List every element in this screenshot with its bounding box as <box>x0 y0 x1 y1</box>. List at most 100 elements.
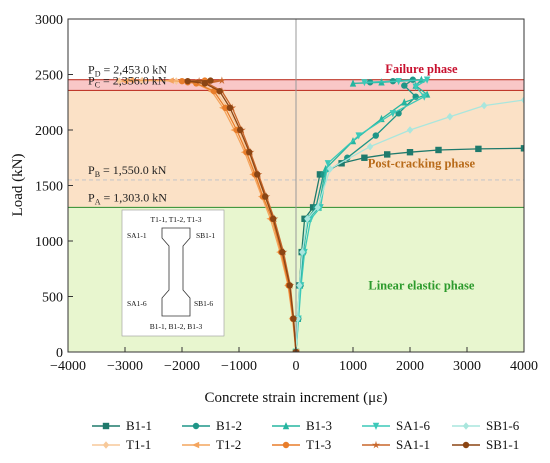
y-tick-label-1500: 1500 <box>35 180 63 195</box>
inset-label-top: T1-1, T1-2, T1-3 <box>151 215 202 224</box>
point-sa1-6-9 <box>421 93 428 101</box>
series-lines <box>116 75 524 352</box>
point-sb1-1-7 <box>246 149 253 156</box>
legend-item-b1-1: B1-1 <box>92 418 152 433</box>
point-sb1-6-3 <box>299 248 306 256</box>
point-t1-1-14 <box>116 77 123 85</box>
point-t1-3-9 <box>222 104 229 112</box>
threshold-labels: PA = 1,303.0 kN PB = 1,550.0 kN PC = 2,356… <box>88 63 167 207</box>
point-b1-1-6 <box>316 171 324 178</box>
legend-marker-b1-1 <box>102 422 110 430</box>
legend-marker-sa1-1 <box>372 440 380 449</box>
series-line-sa1-6 <box>295 79 428 352</box>
point-sb1-1-11 <box>201 80 208 87</box>
y-tick-label-2500: 2500 <box>35 69 63 84</box>
threshold-label-d: PD = 2,453.0 kN <box>88 63 167 79</box>
legend-label-sa1-6: SA1-6 <box>396 418 430 433</box>
legend-marker-sb1-1 <box>462 441 470 449</box>
point-t1-3-12 <box>178 77 186 85</box>
x-tick-label-1000: 1000 <box>339 359 367 374</box>
y-tick-label-1000: 1000 <box>35 235 63 250</box>
point-b1-1-10 <box>406 149 414 156</box>
legend-label-sa1-1: SA1-1 <box>396 437 430 452</box>
point-b1-2-8 <box>372 132 379 139</box>
point-sa1-6-8 <box>389 110 397 118</box>
series-line-sa1-1 <box>199 79 297 352</box>
legend-label-t1-1: T1-1 <box>126 437 151 452</box>
point-b1-1-11 <box>435 146 442 154</box>
y-tick-label-0: 0 <box>56 346 63 361</box>
threshold-label-c: PC = 2,356.0 kN <box>88 73 167 89</box>
point-t1-2-13 <box>126 77 134 84</box>
point-sb1-1-10 <box>216 87 223 95</box>
point-b1-2-11 <box>401 82 408 89</box>
point-sa1-6-7 <box>355 132 362 140</box>
point-b1-1-12 <box>475 145 482 153</box>
legend-item-t1-1: T1-1 <box>92 437 151 452</box>
y-tick-label-3000: 3000 <box>35 13 63 28</box>
legend-item-sa1-6: SA1-6 <box>362 418 430 433</box>
point-sb1-6-2 <box>296 281 303 290</box>
point-sb1-1-12 <box>184 77 191 85</box>
point-b1-3-14 <box>349 79 357 87</box>
legend-label-t1-2: T1-2 <box>216 437 241 452</box>
point-b1-2-7 <box>344 154 351 161</box>
phase-labels: Linear elastic phase Post-cracking phase F… <box>368 62 476 292</box>
cross-section-inset: T1-1, T1-2, T1-3 SA1-1 SB1-1 SA1-6 SB1-6… <box>121 209 225 337</box>
point-sa1-6-12 <box>395 77 402 86</box>
legend-item-sb1-6: SB1-6 <box>452 418 520 433</box>
legend-label-t1-3: T1-3 <box>306 437 331 452</box>
legend-item-b1-2: B1-2 <box>182 418 242 433</box>
legend-marker-sa1-6 <box>372 422 380 430</box>
legend-item-sb1-1: SB1-1 <box>452 437 519 452</box>
series-sb1-6 <box>292 96 524 352</box>
phase-label-post-cracking-phase: Post-cracking phase <box>368 156 476 170</box>
series-sb1-1 <box>184 77 300 352</box>
legend-label-sb1-1: SB1-1 <box>486 437 519 452</box>
point-sb1-6-10 <box>480 101 488 110</box>
phase-label-failure-phase: Failure phase <box>385 62 458 76</box>
legend-label-b1-1: B1-1 <box>126 418 152 433</box>
x-tick-label-3000: −3000 <box>107 359 143 374</box>
phase-label-linear-elastic-phase: Linear elastic phase <box>368 278 474 292</box>
y-axis-label: Load (kN) <box>10 154 26 217</box>
x-tick-label-4000: 4000 <box>510 359 538 374</box>
point-sb1-6-11 <box>520 96 524 104</box>
point-sb1-1-6 <box>254 171 261 178</box>
point-sb1-6-9 <box>446 112 454 121</box>
legend-marker-sb1-6 <box>462 422 470 430</box>
point-t1-2-14 <box>121 77 129 85</box>
point-b1-1-9 <box>384 151 391 158</box>
point-sa1-6-6 <box>324 160 332 168</box>
point-b1-1-13 <box>520 145 524 152</box>
point-sb1-6-7 <box>366 142 374 151</box>
x-tick-label-2000: 2000 <box>396 359 424 374</box>
y-tick-label-500: 500 <box>42 291 63 306</box>
point-b1-1-8 <box>361 154 368 161</box>
legend-item-b1-3: B1-3 <box>272 418 332 433</box>
legend-marker-b1-3 <box>282 422 290 430</box>
point-sb1-6-6 <box>327 165 334 173</box>
point-b1-3-9 <box>401 98 408 106</box>
legend-marker-t1-1 <box>102 441 110 449</box>
point-sb1-6-4 <box>304 215 311 223</box>
point-t1-2-12 <box>166 77 174 84</box>
point-sa1-1-12 <box>217 76 226 84</box>
point-sb1-1-3 <box>279 248 286 256</box>
point-b1-3-12 <box>418 75 425 83</box>
legend-marker-t1-3 <box>282 441 290 449</box>
point-sa1-6-10 <box>412 83 419 91</box>
inset-label-sb1-6: SB1-6 <box>194 299 213 308</box>
point-sb1-1-9 <box>226 104 234 112</box>
point-sa1-6-13 <box>361 79 368 87</box>
point-sb1-1-13 <box>207 77 214 84</box>
legend-label-b1-2: B1-2 <box>216 418 242 433</box>
threshold-label-a: PA = 1,303.0 kN <box>88 190 167 206</box>
threshold-label-b: PB = 1,550.0 kN <box>88 163 167 179</box>
x-tick-label-2000: −2000 <box>164 359 200 374</box>
legend-marker-b1-2 <box>192 422 200 430</box>
legend-item-t1-3: T1-3 <box>272 437 331 452</box>
inset-label-sb1-1: SB1-1 <box>196 231 215 240</box>
point-sb1-1-5 <box>262 193 269 200</box>
